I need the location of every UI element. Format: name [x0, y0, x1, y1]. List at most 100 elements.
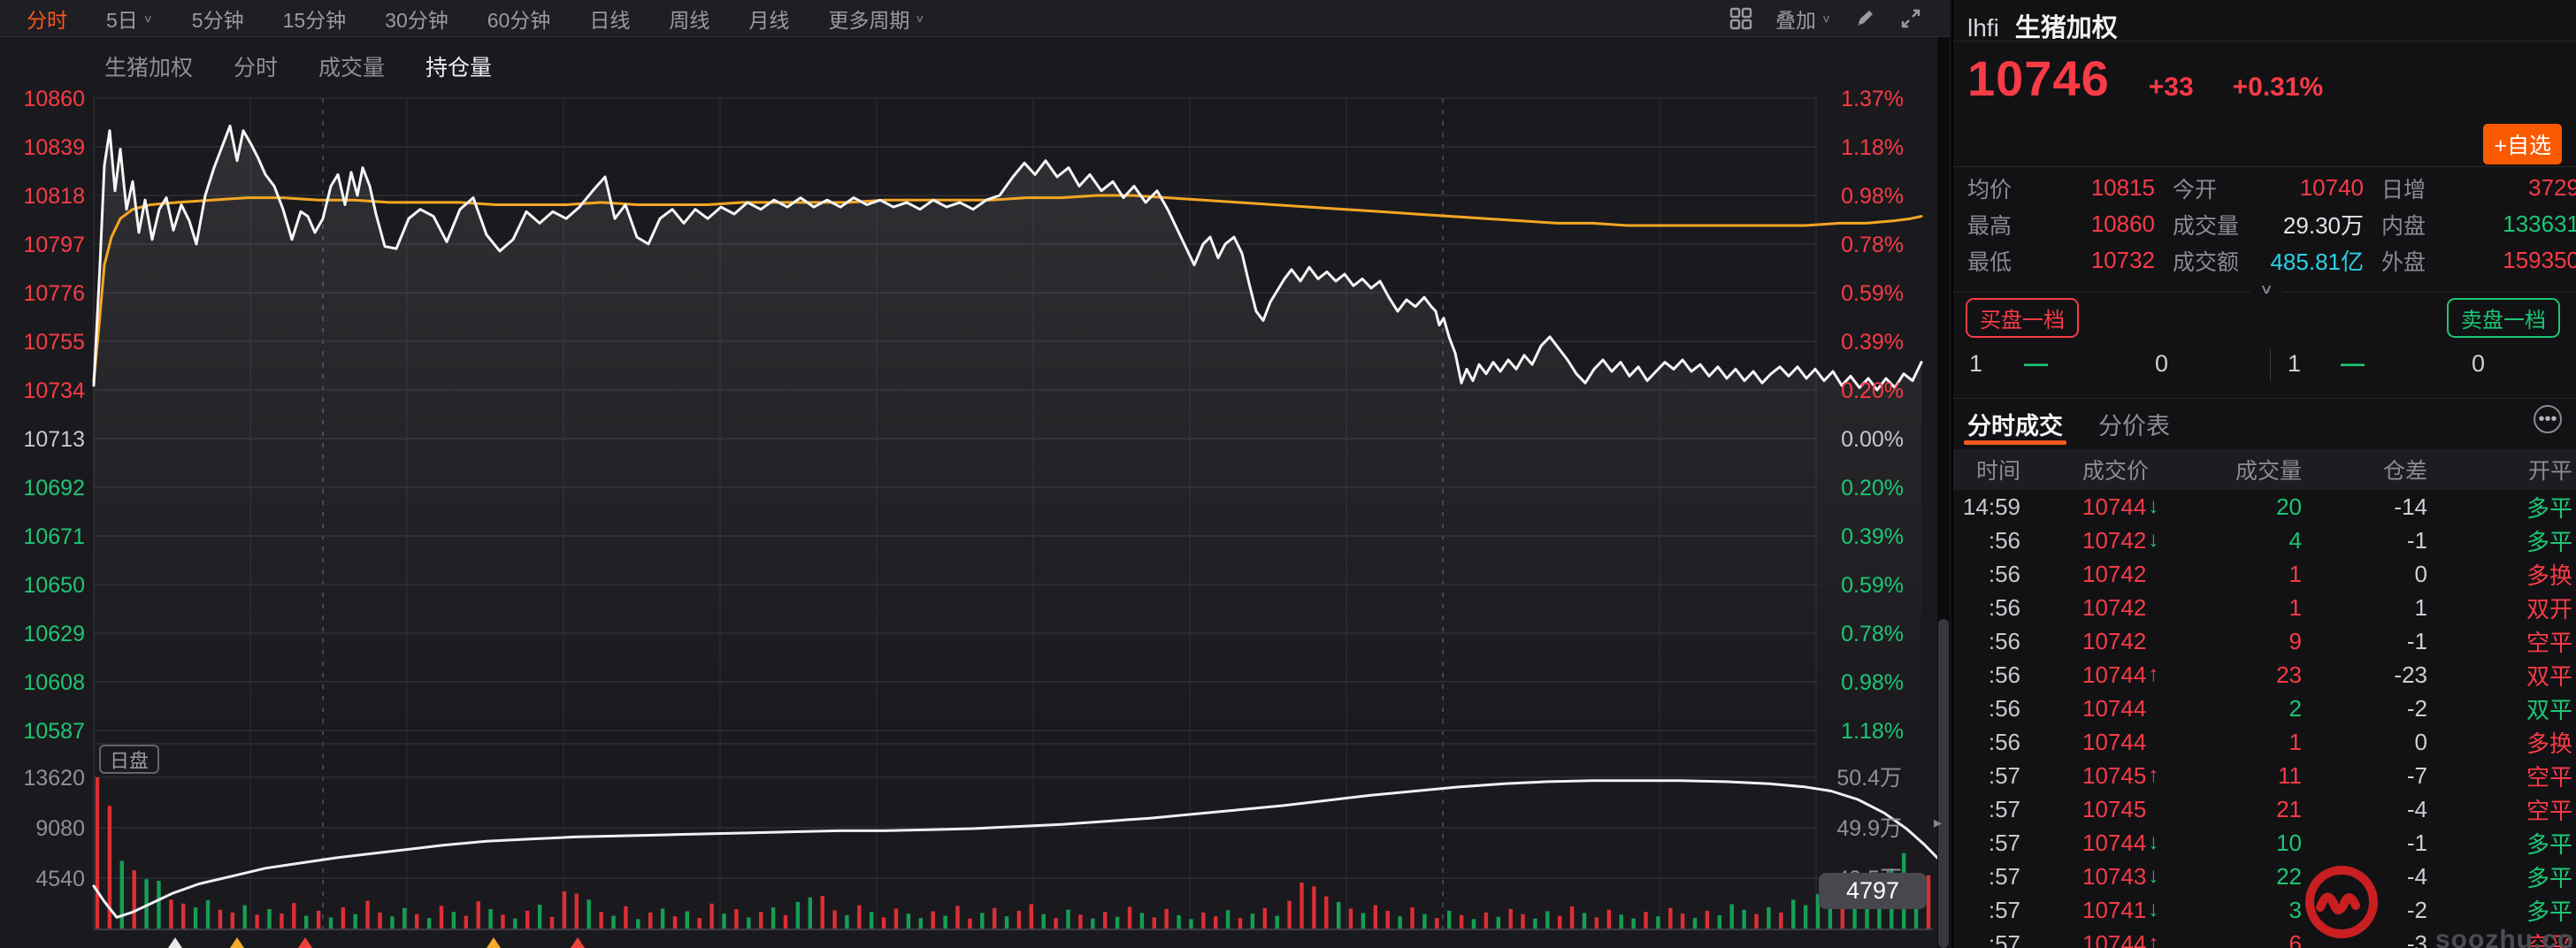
col-header-时间: 时间: [1975, 459, 2020, 484]
trade-price-value: 10744: [2082, 661, 2147, 688]
volume-axis-label: 4540: [35, 867, 85, 891]
period-label: 5分钟: [191, 8, 244, 32]
trade-price: 10744 ↓: [2082, 490, 2158, 524]
period-label: 60分钟: [487, 8, 551, 32]
period-周线[interactable]: 周线: [669, 4, 709, 34]
arrow-down-icon: ↓: [2148, 864, 2159, 888]
oi-axis-label: 49.9万: [1836, 816, 1902, 841]
order-book-row: 1 — 0 1 — 0: [1953, 348, 2576, 382]
overlay-menu[interactable]: 叠加 ∨: [1775, 8, 1831, 32]
col-header-开平: 开平: [2527, 459, 2572, 484]
arrow-up-icon: ↑: [2148, 931, 2159, 948]
arrow-down-icon: ↓: [2148, 830, 2159, 854]
stat-value-均价: 10815: [2090, 174, 2155, 201]
pct-axis-label: 0.78%: [1841, 233, 1904, 257]
stats-row: 均价 10815 今开 10740 日增 3729: [1953, 170, 2576, 206]
trade-price-value: 10744: [2082, 929, 2147, 948]
open-close-flag: 多换: [2526, 730, 2572, 757]
position-diff: -2: [2406, 694, 2427, 722]
trade-price-value: 10741: [2082, 896, 2147, 923]
buy-level-button[interactable]: 买盘一档: [1966, 298, 2079, 338]
ask-qty: 0: [2472, 350, 2486, 377]
pct-axis-label: 0.98%: [1841, 184, 1904, 209]
price-change-pct: +0.31%: [2232, 73, 2324, 102]
chart-tab-持仓量[interactable]: 持仓量: [426, 56, 493, 80]
sell-level-button[interactable]: 卖盘一档: [2447, 298, 2560, 338]
detail-tabs: 分时成交 分价表 •••: [1953, 400, 2576, 446]
stat-value-外盘: 159350: [2503, 247, 2576, 273]
more-options-icon[interactable]: •••: [2534, 405, 2562, 433]
period-月线[interactable]: 月线: [748, 4, 789, 34]
open-close-flag: 多平: [2526, 864, 2572, 891]
trade-time: :56: [1988, 560, 2020, 587]
draw-tool-icon[interactable]: [1854, 8, 1875, 29]
tab-price-table[interactable]: 分价表: [2098, 413, 2170, 440]
trade-price-value: 10744: [2082, 694, 2147, 722]
quote-stats: 均价 10815 今开 10740 日增 3729 最高 10860 成交量 29.30万 内盘 13…: [1953, 170, 2576, 279]
stats-row: 最高 10860 成交量 29.30万 内盘 133631: [1953, 206, 2576, 242]
period-5日[interactable]: 5日 ∨: [106, 4, 153, 34]
trade-time: :57: [1988, 896, 2020, 923]
trade-row: :56 10742 1 1 双开: [1953, 591, 2576, 624]
pct-axis-label: 0.78%: [1841, 622, 1904, 646]
period-label: 分时: [27, 8, 67, 32]
trade-price-value: 10742: [2082, 627, 2147, 654]
collapse-arrow-icon[interactable]: ▸: [1934, 814, 1943, 831]
period-30分钟[interactable]: 30分钟: [385, 4, 448, 34]
arrow-down-icon: ↓: [2148, 528, 2159, 552]
pct-axis-label: 0.20%: [1841, 476, 1904, 501]
period-日线[interactable]: 日线: [589, 4, 630, 34]
period-更多周期[interactable]: 更多周期 ∨: [828, 4, 924, 34]
period-60分钟[interactable]: 60分钟: [487, 4, 551, 34]
tab-tick-trades[interactable]: 分时成交: [1967, 413, 2063, 440]
position-diff: -14: [2394, 493, 2427, 520]
stat-label-最低: 最低: [1967, 249, 2012, 275]
trade-price: 10743 ↓: [2082, 860, 2158, 893]
arrow-down-icon: ↓: [2148, 494, 2159, 518]
add-watchlist-button[interactable]: +自选: [2483, 124, 2562, 164]
open-close-flag: 空平: [2526, 763, 2572, 791]
period-toolbar: 分时 5日 ∨ 5分钟 15分钟 30分钟 60分钟 日线 周线 月线 更多周期 ∨ 叠加 ∨: [0, 0, 1950, 37]
chart-tab-成交量[interactable]: 成交量: [318, 56, 386, 80]
trade-row: :56 10744 ↑ 23 -23 双平: [1953, 658, 2576, 692]
scrollbar-thumb[interactable]: [1938, 619, 1949, 948]
period-分时[interactable]: 分时: [27, 4, 67, 34]
stat-value-内盘: 133631: [2503, 210, 2576, 237]
trade-volume: 23: [2276, 661, 2302, 688]
panel-divider-scrollbar[interactable]: ▸: [1934, 37, 1950, 948]
collapse-stats-chevron[interactable]: ∨: [2250, 280, 2283, 298]
bid-qty: 0: [2155, 350, 2169, 377]
trade-row: :57 10745 21 -4 空平: [1953, 792, 2576, 826]
position-diff: -23: [2394, 661, 2427, 688]
pct-axis-label: 0.20%: [1841, 378, 1904, 403]
trade-row: :57 10743 ↓ 22 -4 多平: [1953, 860, 2576, 893]
session-badge: 日盘: [99, 745, 159, 774]
period-15分钟[interactable]: 15分钟: [283, 4, 347, 34]
trade-time: :57: [1988, 929, 2020, 948]
pct-axis-label: 0.00%: [1841, 427, 1904, 452]
price-change: +33: [2148, 73, 2194, 102]
chart-tab-分时[interactable]: 分时: [234, 56, 279, 80]
timeshare-chart[interactable]: 10860 10839 10818 10797 10776 10755 10734 10713…: [0, 0, 1937, 948]
trade-volume: 3: [2288, 896, 2302, 923]
open-close-flag: 多平: [2526, 528, 2572, 555]
layout-grid-icon[interactable]: [1729, 7, 1752, 30]
price-axis-label: 10587: [23, 719, 85, 744]
trade-price-value: 10745: [2082, 761, 2147, 789]
stat-label-均价: 均价: [1967, 177, 2012, 203]
stat-value-今开: 10740: [2299, 174, 2364, 201]
position-diff: -1: [2406, 627, 2427, 654]
trade-time: 14:59: [1962, 493, 2020, 520]
trade-row: :56 10742 1 0 多换: [1953, 557, 2576, 591]
trade-price: 10744: [2082, 725, 2146, 759]
price-axis-label: 10755: [23, 330, 85, 355]
chart-tab-生猪加权[interactable]: 生猪加权: [104, 56, 194, 80]
instrument-symbol: lhfi: [1967, 14, 1999, 42]
col-header-成交价: 成交价: [2082, 459, 2150, 484]
stat-value-最高: 10860: [2090, 210, 2155, 237]
pct-axis-label: 0.39%: [1841, 524, 1904, 549]
period-5分钟[interactable]: 5分钟: [192, 4, 244, 34]
pct-axis-label: 0.59%: [1841, 573, 1904, 598]
fullscreen-icon[interactable]: [1898, 6, 1923, 31]
price-axis-label: 10818: [23, 184, 85, 209]
